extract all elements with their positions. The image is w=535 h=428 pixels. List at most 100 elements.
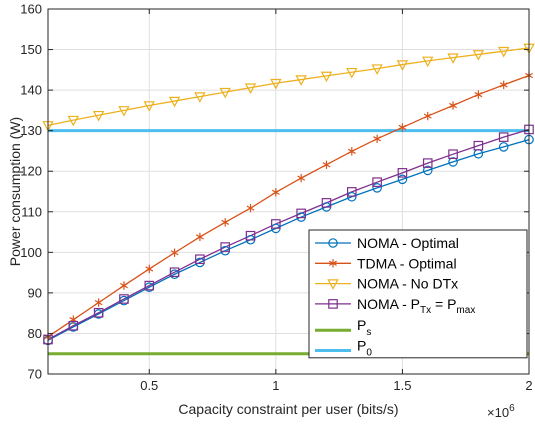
marker-triangle	[118, 106, 130, 117]
marker-triangle	[472, 50, 485, 61]
marker-triangle	[270, 78, 282, 90]
series-line	[47, 74, 530, 338]
marker-star	[398, 123, 407, 132]
marker-star	[297, 173, 306, 183]
x-tick-label: 0.5	[140, 378, 158, 393]
marker-star	[145, 264, 154, 274]
marker-star	[221, 218, 230, 227]
marker-star-stroke	[297, 175, 306, 181]
y-tick-label: 70	[28, 367, 42, 382]
marker-circle	[448, 157, 458, 167]
marker-triangle	[497, 46, 510, 58]
series-line	[47, 47, 530, 127]
marker-square	[144, 280, 155, 291]
marker-triangle	[92, 110, 105, 122]
legend-label-part: = P	[431, 296, 456, 312]
legend-label-part: NOMA - P	[357, 296, 420, 312]
marker-square	[245, 230, 256, 241]
legend-label-subscript: s	[366, 327, 371, 338]
marker-star-stroke	[195, 234, 204, 240]
legend-label-part: P	[357, 338, 366, 354]
marker-square	[397, 168, 408, 178]
marker-star	[347, 147, 356, 156]
y-tick-labels: 70 80 90 100 110 120 130 140 150 160	[20, 2, 42, 382]
marker-star	[322, 160, 331, 169]
marker-circle	[372, 183, 382, 193]
marker-triangle	[67, 115, 80, 127]
marker-star	[329, 259, 337, 268]
marker-star	[94, 298, 103, 307]
marker-star-stroke	[221, 219, 230, 225]
marker-triangle	[320, 71, 333, 83]
marker-square	[296, 208, 306, 219]
marker-circle	[498, 142, 509, 152]
marker-square	[498, 132, 509, 142]
marker-circle	[397, 174, 408, 185]
marker-star-stroke	[449, 102, 457, 109]
marker-triangle	[295, 75, 307, 86]
marker-star	[170, 248, 179, 257]
marker-star-stroke	[347, 148, 356, 154]
marker-star-stroke	[246, 205, 255, 211]
marker-square	[346, 187, 357, 197]
x-tick-label: 1	[272, 378, 279, 393]
marker-triangle	[219, 87, 231, 99]
axis-ticks	[48, 8, 530, 375]
marker-star-stroke	[120, 282, 128, 289]
legend-label: P0	[357, 338, 372, 359]
marker-square	[93, 307, 104, 318]
x-tick-labels: 0.5 1 1.5 2	[140, 378, 532, 393]
marker-square	[119, 294, 129, 304]
plot-frame	[47, 8, 530, 375]
marker-star	[271, 188, 280, 197]
marker-star-stroke	[145, 266, 154, 272]
marker-star	[499, 80, 508, 90]
marker-triangle	[447, 53, 459, 64]
series-markers-group	[42, 43, 535, 132]
marker-triangle	[194, 92, 206, 103]
marker-star-stroke	[499, 82, 508, 88]
legend-label: NOMA - No DTx	[357, 276, 458, 292]
marker-star	[474, 90, 483, 99]
legend-label-subscript: Tx	[420, 305, 431, 316]
marker-triangle	[168, 96, 181, 108]
marker-star-stroke	[329, 260, 337, 266]
legend-label-part: P	[357, 317, 366, 333]
marker-triangle	[346, 67, 358, 79]
marker-star	[120, 281, 128, 290]
marker-star-stroke	[398, 124, 407, 131]
marker-star-stroke	[271, 189, 280, 195]
marker-star	[449, 101, 457, 110]
legend-label: Ps	[357, 317, 371, 338]
marker-square	[372, 177, 382, 187]
legend-label-subscript: max	[456, 305, 475, 316]
series-markers-group	[44, 71, 533, 341]
y-axis-label: Power consumption (W)	[7, 117, 23, 266]
y-tick-label: 90	[28, 285, 42, 300]
y-tick-label: 140	[20, 83, 42, 98]
x-tick-label: 1.5	[393, 378, 411, 393]
marker-star-stroke	[94, 300, 103, 306]
marker-circle	[328, 238, 338, 248]
marker-star-stroke	[474, 91, 483, 98]
marker-star	[195, 232, 204, 242]
y-tick-label: 130	[20, 123, 42, 138]
marker-square	[422, 158, 433, 168]
legend-label-subscript: 0	[366, 348, 372, 359]
legend: NOMA - Optimal TDMA - Optimal NOMA - No DT…	[308, 229, 528, 359]
x-exponent-base: ×10	[487, 405, 509, 420]
x-exponent-power: 6	[509, 403, 515, 414]
marker-triangle	[143, 101, 155, 112]
marker-triangle	[422, 56, 434, 68]
marker-square	[169, 267, 180, 278]
marker-square	[448, 149, 458, 159]
marker-triangle	[371, 64, 383, 75]
marker-star-stroke	[423, 113, 432, 119]
marker-square	[321, 198, 332, 208]
marker-star	[373, 134, 382, 143]
x-axis-label: Capacity constraint per user (bits/s)	[178, 401, 398, 417]
y-tick-label: 160	[20, 2, 42, 17]
marker-star	[423, 111, 432, 121]
legend-label: NOMA - Optimal	[357, 235, 459, 251]
